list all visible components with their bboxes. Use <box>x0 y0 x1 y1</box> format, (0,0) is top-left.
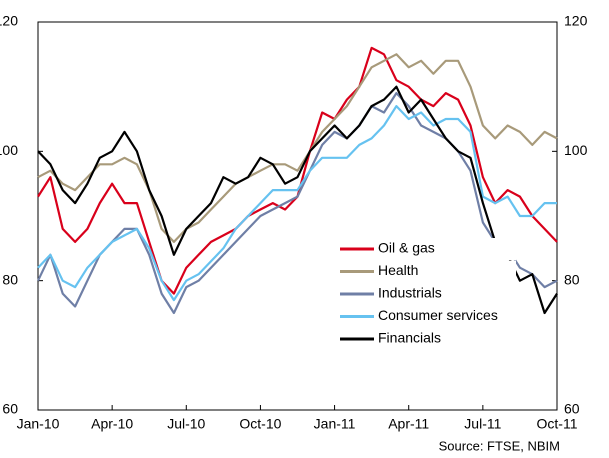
x-tick-label: Jan-11 <box>314 416 356 432</box>
y-tick-label: 60 <box>2 401 18 417</box>
legend-label: Oil & gas <box>378 240 435 256</box>
legend-label: Financials <box>378 330 441 346</box>
y-tick-label: 100 <box>0 142 18 158</box>
y2-tick-label: 120 <box>564 13 588 29</box>
x-tick-label: Jul-11 <box>464 416 501 432</box>
y2-tick-label: 80 <box>564 271 580 287</box>
legend-bg <box>336 305 516 328</box>
y2-tick-label: 60 <box>564 401 580 417</box>
x-tick-label: Jan-10 <box>17 416 60 432</box>
x-tick-label: Jul-10 <box>167 416 205 432</box>
series-line <box>37 92 558 315</box>
x-tick-label: Oct-10 <box>239 416 281 432</box>
legend-label: Consumer services <box>378 307 498 323</box>
y2-tick-label: 100 <box>564 142 588 158</box>
plot-frame <box>37 21 558 411</box>
series-line <box>37 105 557 302</box>
x-tick-label: Apr-11 <box>388 416 429 432</box>
series-line <box>37 53 558 243</box>
legend-bg <box>336 260 516 283</box>
source: Source: FTSE, NBIM <box>439 438 560 453</box>
y-tick-label: 80 <box>2 271 18 287</box>
y-tick-label: 120 <box>0 13 18 29</box>
legend-bg <box>336 238 516 260</box>
x-tick-label: Apr-10 <box>91 416 133 432</box>
legend-label: Health <box>378 262 418 278</box>
legend-bg <box>336 328 516 350</box>
series-line <box>37 85 558 315</box>
legend-label: Industrials <box>378 285 442 301</box>
legend-bg <box>336 283 516 305</box>
x-tick-label: Oct-11 <box>537 416 578 432</box>
